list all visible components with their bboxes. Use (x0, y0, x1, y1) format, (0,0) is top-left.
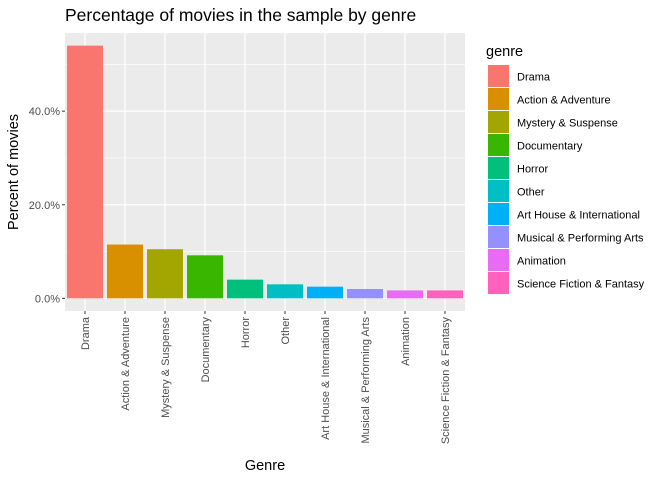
x-tick-label: Musical & Performing Arts (360, 317, 372, 444)
x-axis: Drama Action & Adventure Mystery & Suspens… (80, 311, 452, 444)
y-axis-label: Percent of movies (6, 114, 22, 230)
x-tick-label: Action & Adventure (120, 317, 132, 411)
x-axis-label: Genre (245, 458, 285, 474)
legend-title: genre (486, 44, 523, 60)
x-tick-label: Documentary (200, 317, 212, 383)
legend-label: Drama (517, 72, 551, 84)
bar (67, 45, 103, 299)
legend-key (488, 65, 509, 87)
bar (107, 244, 143, 299)
bar (227, 279, 263, 299)
legend-key (488, 180, 509, 202)
bars (67, 45, 463, 299)
bar (187, 255, 223, 299)
y-tick-label: 40.0% (29, 106, 60, 118)
x-tick-label: Science Fiction & Fantasy (440, 317, 452, 445)
bar (347, 289, 383, 299)
legend-label: Documentary (517, 141, 583, 153)
legend-label: Other (517, 187, 545, 199)
y-axis: 0.0% 20.0% 40.0% (29, 106, 65, 305)
x-tick-label: Other (280, 317, 292, 345)
y-tick-label: 0.0% (35, 293, 60, 305)
chart-title: Percentage of movies in the sample by ge… (65, 5, 416, 25)
bar (307, 286, 343, 299)
legend-label: Musical & Performing Arts (517, 233, 644, 245)
x-tick-label: Art House & International (320, 317, 332, 440)
legend-label: Art House & International (517, 210, 640, 222)
x-tick-label: Animation (400, 317, 412, 366)
legend-key (488, 203, 509, 225)
legend-label: Mystery & Suspense (517, 118, 618, 130)
legend-key (488, 134, 509, 156)
legend-key (488, 249, 509, 271)
legend-label: Science Fiction & Fantasy (517, 279, 645, 291)
bar (267, 284, 303, 299)
legend-key (488, 88, 509, 110)
bar (147, 249, 183, 299)
legend-key (488, 226, 509, 248)
x-tick-label: Horror (240, 317, 252, 349)
bar (427, 290, 463, 299)
legend-key (488, 157, 509, 179)
legend: genre Drama Action & Adventure Mystery & S… (486, 44, 645, 294)
legend-key (488, 111, 509, 133)
y-tick-label: 20.0% (29, 200, 60, 212)
legend-label: Action & Adventure (517, 95, 611, 107)
x-tick-label: Mystery & Suspense (160, 317, 172, 418)
legend-label: Horror (517, 164, 549, 176)
legend-label: Animation (517, 256, 566, 268)
bar (387, 290, 423, 299)
legend-key (488, 272, 509, 294)
x-tick-label: Drama (80, 316, 92, 350)
